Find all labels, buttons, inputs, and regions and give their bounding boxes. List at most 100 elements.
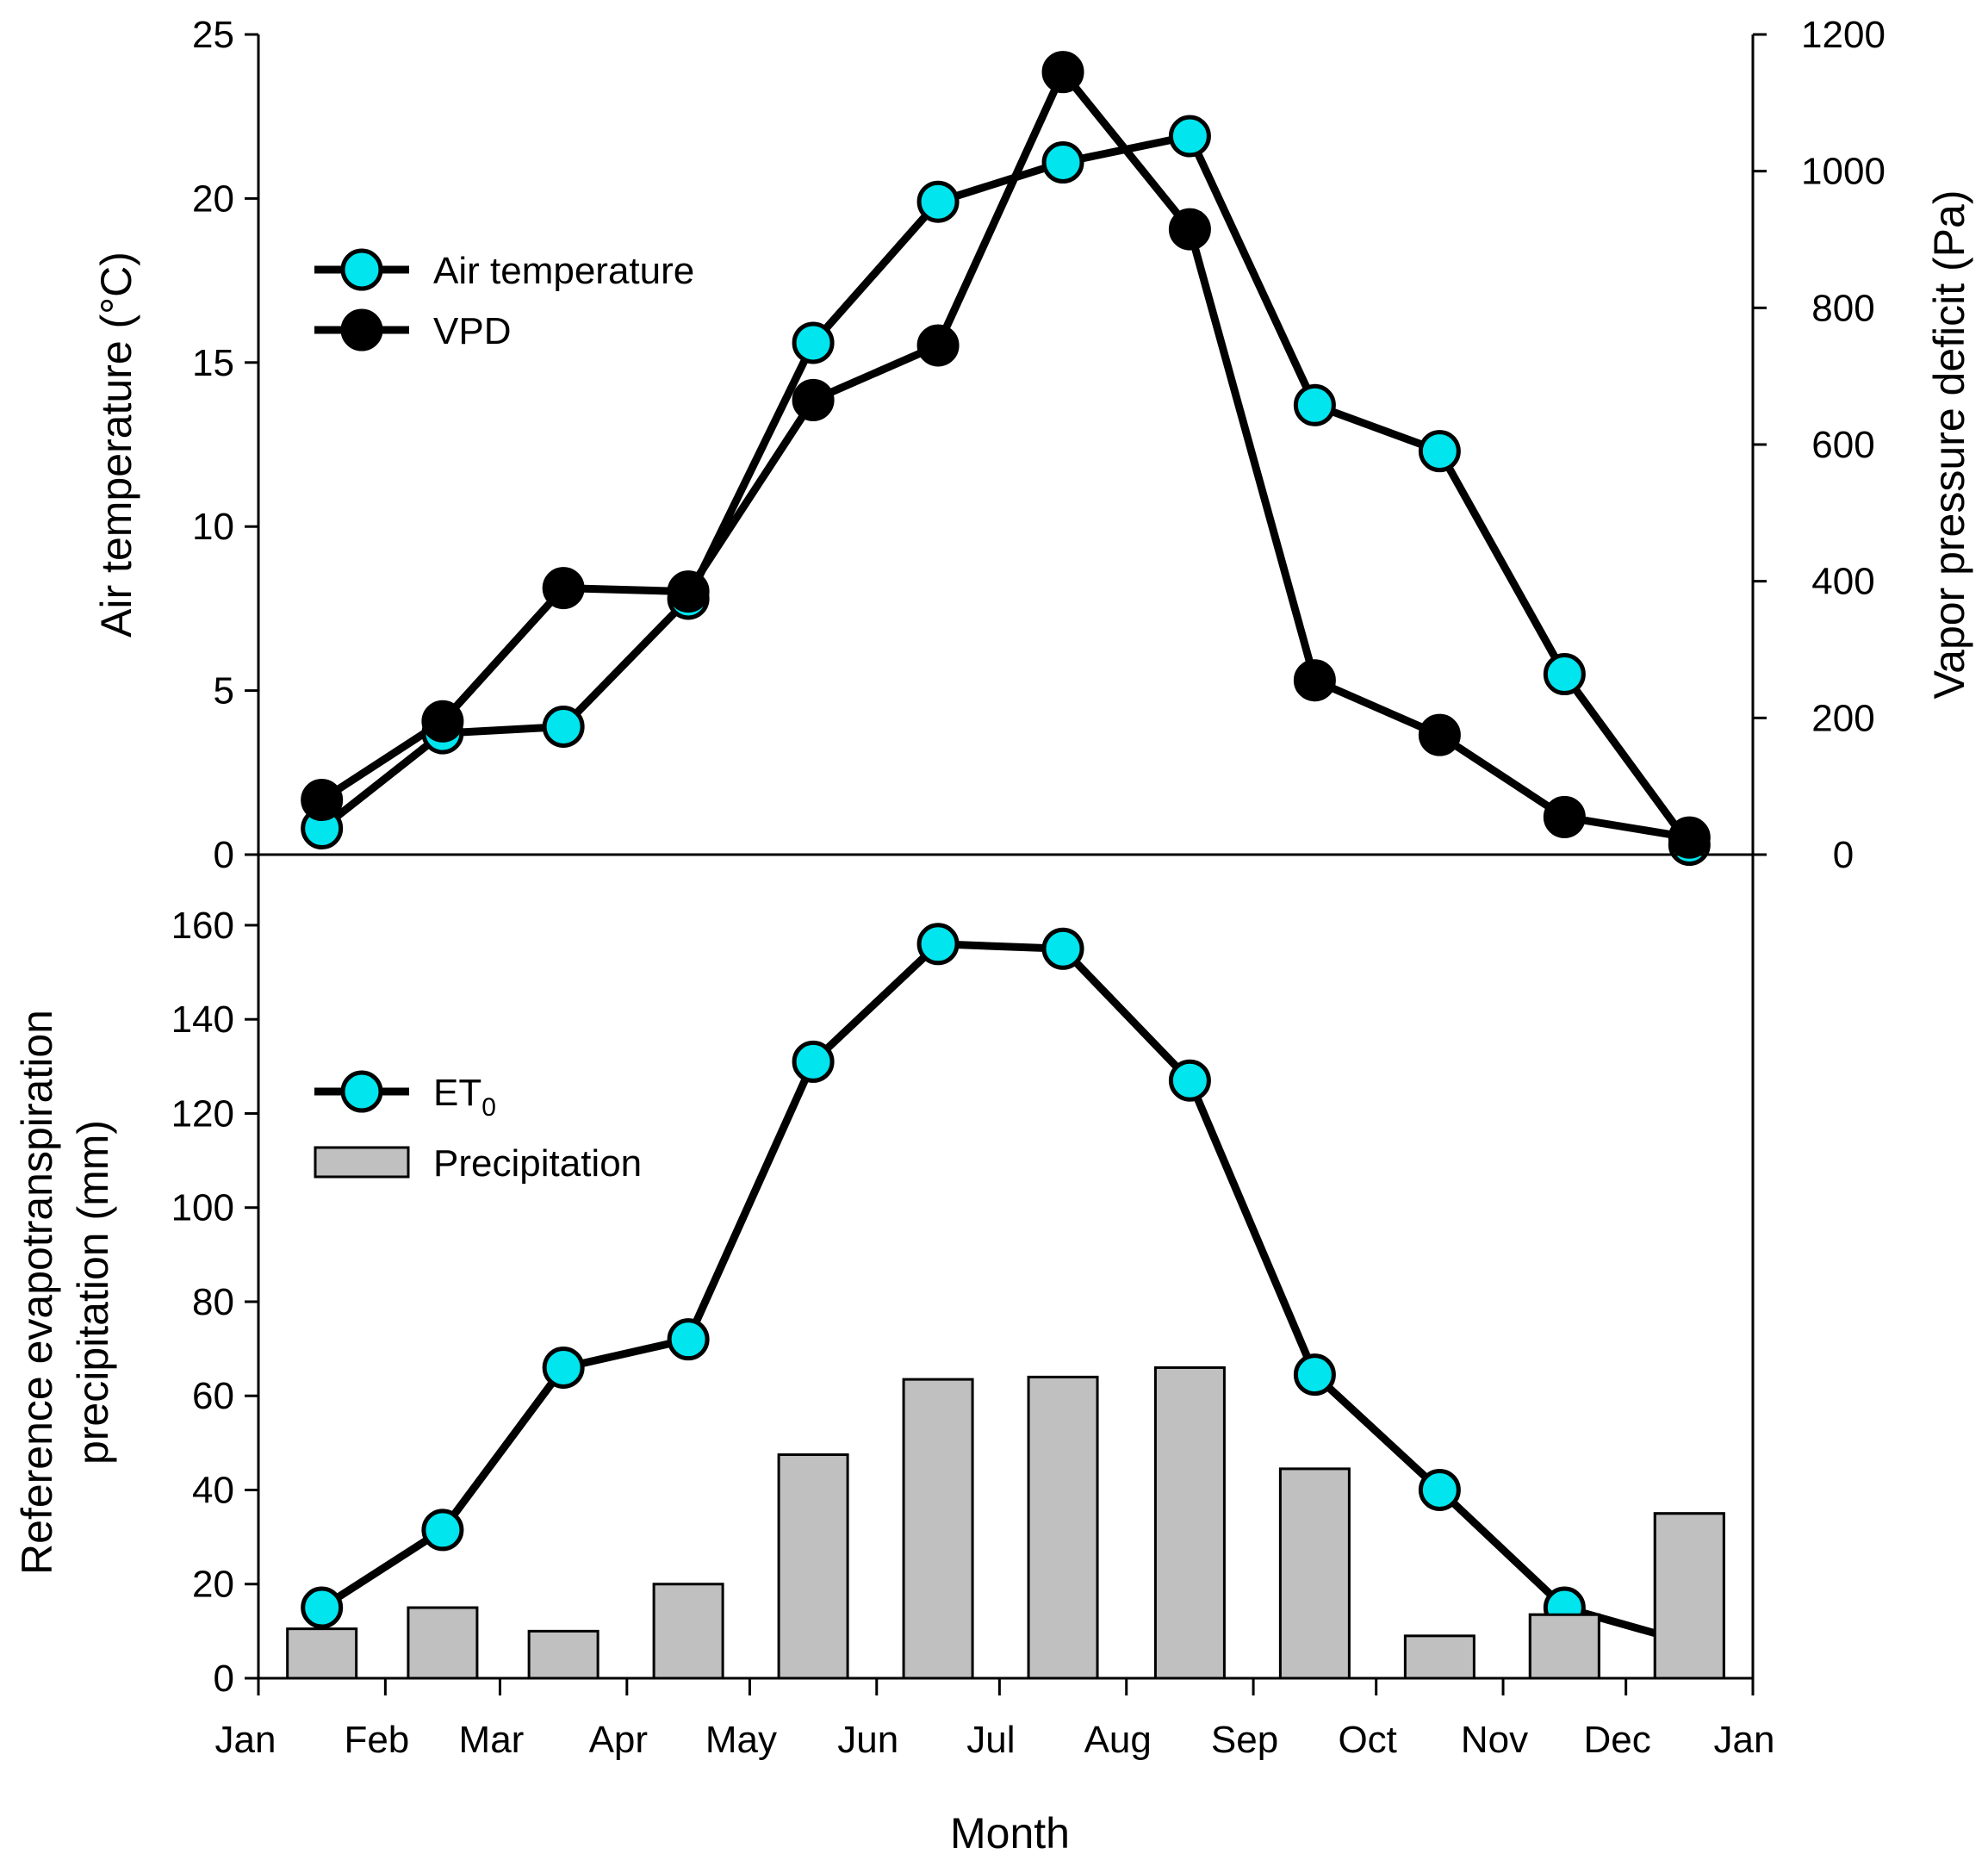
bottom-panel: 0 20 40 60 80 100 120 140 160 Reference evapotran… xyxy=(13,855,1755,1700)
precipitation-bar xyxy=(1153,1365,1226,1680)
top-markers-layer xyxy=(301,51,1711,867)
top-left-tick-label: 20 xyxy=(192,177,234,220)
legend-vpd-label: VPD xyxy=(433,310,511,352)
top-right-tick-label: 1000 xyxy=(1801,151,1885,193)
precipitation-bar-nov-overlay xyxy=(1528,1613,1600,1680)
precipitation-bar xyxy=(1027,1375,1099,1680)
top-left-axis-title: Air temperature (°C) xyxy=(92,252,140,638)
x-tick-label: Apr xyxy=(589,1719,648,1761)
precipitation-bar xyxy=(407,1606,479,1680)
x-tick-label: Aug xyxy=(1084,1719,1152,1761)
top-left-tick-label: 25 xyxy=(192,14,234,56)
top-right-tick-label: 400 xyxy=(1811,561,1874,603)
vpd-point xyxy=(916,324,960,367)
precipitation-bar xyxy=(1278,1467,1351,1680)
precipitation-bars-layer xyxy=(286,1365,1725,1680)
top-right-tick-label: 600 xyxy=(1811,424,1874,466)
et0-point xyxy=(1041,927,1084,970)
bottom-left-tick-label: 80 xyxy=(192,1281,234,1323)
x-tick-label: Feb xyxy=(344,1719,409,1761)
top-left-tick-label: 10 xyxy=(192,506,234,548)
top-left-tick-label: 0 xyxy=(214,834,234,876)
top-right-tick-label: 800 xyxy=(1811,287,1874,329)
et0-point xyxy=(1418,1468,1461,1511)
air-temperature-point xyxy=(1041,141,1084,184)
air-temperature-point xyxy=(792,321,835,364)
et0-point xyxy=(301,1586,344,1629)
et0-point xyxy=(667,1318,710,1361)
x-tick-label: Mar xyxy=(459,1719,525,1761)
et0-point xyxy=(421,1509,464,1552)
x-tick-label: Jun xyxy=(837,1719,898,1761)
precipitation-bar xyxy=(1403,1634,1475,1680)
bottom-left-tick-label: 20 xyxy=(192,1564,234,1606)
air-temperature-point xyxy=(1418,430,1461,473)
legend-vpd-marker xyxy=(340,308,383,351)
top-right-tick-label: 1200 xyxy=(1801,14,1885,56)
bottom-left-tick-label: 0 xyxy=(214,1658,234,1700)
x-tick-label: Jan xyxy=(1714,1719,1775,1761)
vpd-point xyxy=(301,779,344,822)
top-right-tick-label: 0 xyxy=(1833,834,1854,876)
bottom-left-tick-label: 60 xyxy=(192,1375,234,1417)
et0-point xyxy=(916,923,960,966)
legend-et0-label: ET0 xyxy=(433,1072,496,1122)
bottom-left-tick-label: 40 xyxy=(192,1469,234,1511)
precipitation-bar-dec-overlay xyxy=(1653,1512,1725,1680)
x-tick-label: Oct xyxy=(1338,1719,1396,1761)
bottom-markers-layer xyxy=(301,923,1725,1680)
precipitation-bar xyxy=(286,1627,358,1680)
legend-et0-label-main: ET xyxy=(433,1072,481,1114)
x-tick-label: Dec xyxy=(1584,1719,1651,1761)
x-tick-label: Jan xyxy=(215,1719,276,1761)
x-tick-label: May xyxy=(705,1719,777,1761)
precipitation-bar xyxy=(527,1629,600,1680)
air-temperature-point xyxy=(542,705,585,748)
vpd-point xyxy=(1041,51,1084,94)
top-axes-layer: 0 5 10 15 20 25 0 200 400 600 800 1000 1200 Air tempe… xyxy=(92,14,1973,876)
air-temperature-point xyxy=(1293,383,1336,426)
vpd-point xyxy=(792,378,835,421)
et0-point xyxy=(1168,1059,1211,1102)
top-legend: Air temperature VPD xyxy=(314,248,694,352)
precipitation-bar xyxy=(777,1453,849,1680)
bottom-axes-layer: 0 20 40 60 80 100 120 140 160 Reference evapotran… xyxy=(13,855,1755,1700)
x-axis-title: Month xyxy=(950,1809,1070,1857)
x-tick-label: Nov xyxy=(1461,1719,1528,1761)
bottom-left-tick-label: 140 xyxy=(171,998,234,1041)
vpd-point xyxy=(542,567,585,610)
vpd-point xyxy=(1543,795,1586,838)
top-right-tick-label: 200 xyxy=(1811,697,1874,739)
bottom-axis-title-line1: Reference evapotranspiration xyxy=(13,1010,61,1575)
vpd-point xyxy=(667,570,710,613)
et0-point xyxy=(792,1040,835,1083)
air-temperature-point xyxy=(916,180,960,223)
legend-air-temperature-label: Air temperature xyxy=(433,250,694,292)
bottom-lines-layer xyxy=(320,940,1691,1647)
x-tick-label: Sep xyxy=(1211,1719,1278,1761)
vpd-line xyxy=(320,68,1691,842)
vpd-point xyxy=(421,700,464,743)
precipitation-bar xyxy=(652,1583,724,1680)
legend-et0-label-sub: 0 xyxy=(481,1093,496,1122)
vpd-point xyxy=(1293,659,1336,702)
bottom-left-tick-label: 100 xyxy=(171,1187,234,1229)
top-panel: 0 5 10 15 20 25 0 200 400 600 800 1000 1200 Air tempe… xyxy=(92,14,1973,876)
top-lines-layer xyxy=(319,68,1693,848)
et0-line xyxy=(320,940,1691,1647)
precipitation-bar xyxy=(902,1378,974,1680)
legend-precipitation-label: Precipitation xyxy=(433,1142,642,1185)
top-right-axis-title: Vapor pressure deficit (Pa) xyxy=(1925,190,1973,700)
bottom-legend: ET0 Precipitation xyxy=(314,1070,642,1185)
legend-precipitation-swatch xyxy=(314,1146,410,1179)
vpd-point xyxy=(1418,713,1461,756)
air-temperature-point xyxy=(1543,653,1586,696)
air-temperature-line xyxy=(319,132,1693,848)
x-tick-label: Jul xyxy=(966,1719,1015,1761)
vpd-point xyxy=(1168,208,1211,251)
top-left-tick-label: 15 xyxy=(192,342,234,384)
top-left-tick-label: 5 xyxy=(214,670,234,712)
x-axis: Jan Feb Mar Apr May Jun Jul Aug Sep Oct Nov Dec Jan M… xyxy=(215,1678,1775,1857)
bottom-left-tick-label: 160 xyxy=(171,905,234,947)
